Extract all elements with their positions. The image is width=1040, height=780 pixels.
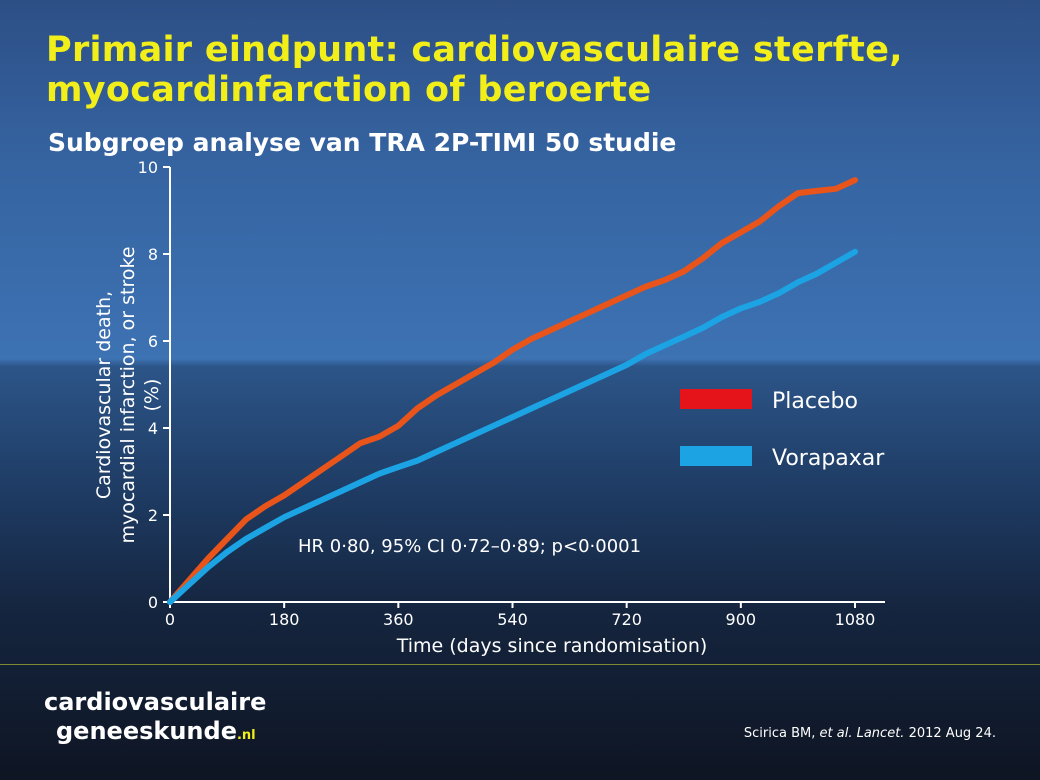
chart-series (167, 177, 858, 605)
legend-swatch-vorapaxar (680, 446, 752, 466)
y-tick-label: 2 (148, 506, 158, 525)
hazard-ratio-annotation: HR 0·80, 95% CI 0·72–0·89; p<0·0001 (298, 536, 641, 557)
y-axis-label: Cardiovascular death, myocardial infarcti… (93, 246, 163, 543)
series-line-placebo (167, 177, 858, 605)
x-tick-label: 540 (497, 610, 528, 629)
y-tick-label: 4 (148, 419, 158, 438)
x-tick-label: 900 (726, 610, 757, 629)
logo-line-2: geneeskunde.nl (44, 717, 266, 750)
x-axis-label: Time (days since randomisation) (396, 635, 708, 657)
footer-divider (0, 664, 1040, 665)
slide-title: Primair eindpunt: cardiovasculaire sterf… (46, 30, 903, 110)
brand-logo[interactable]: cardiovasculaire geneeskunde.nl (44, 688, 266, 750)
legend-swatch-placebo (680, 389, 752, 409)
legend-label-placebo: Placebo (772, 389, 858, 414)
citation: Scirica BM, et al. Lancet. 2012 Aug 24. (744, 726, 996, 741)
slide-subtitle: Subgroep analyse van TRA 2P-TIMI 50 stud… (48, 128, 677, 157)
series-line-vorapaxar (167, 248, 858, 605)
title-line-1: Primair eindpunt: cardiovasculaire sterf… (46, 30, 903, 70)
y-tick-label: 6 (148, 332, 158, 351)
x-tick-label: 1080 (835, 610, 876, 629)
x-tick-label: 360 (383, 610, 414, 629)
chart-axes: 0 2 4 6 8 10 0 180 360 540 720 900 1080 Time (days si… (93, 158, 885, 657)
y-tick-label: 8 (148, 245, 158, 264)
x-tick-label: 720 (611, 610, 642, 629)
logo-suffix: .nl (236, 728, 256, 743)
citation-author: Scirica BM, (743, 726, 816, 741)
y-tick-label: 10 (138, 158, 158, 177)
x-tick-label: 180 (269, 610, 300, 629)
chart-legend: Placebo Vorapaxar (680, 389, 885, 471)
y-tick-label: 0 (148, 593, 158, 612)
logo-line-1: cardiovasculaire (44, 688, 267, 716)
title-line-2: myocardinfarction of beroerte (46, 70, 652, 110)
logo-word: geneeskunde (56, 717, 237, 745)
citation-journal: et al. Lancet. (819, 726, 905, 741)
legend-label-vorapaxar: Vorapaxar (772, 446, 885, 471)
x-tick-label: 0 (165, 610, 175, 629)
citation-date: 2012 Aug 24. (908, 726, 996, 741)
